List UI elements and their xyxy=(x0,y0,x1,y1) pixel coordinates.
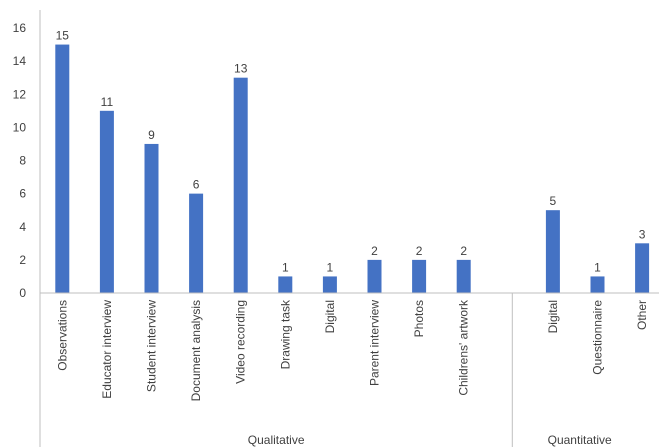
bar xyxy=(322,276,337,293)
category-label: Student interview xyxy=(145,300,159,392)
category-label: Educator interview xyxy=(100,300,114,399)
group-label: Qualitative xyxy=(248,433,305,447)
category-label: Parent interview xyxy=(368,300,382,386)
y-tick-label: 8 xyxy=(19,154,26,168)
category-label: Video recording xyxy=(234,300,248,384)
data-label: 2 xyxy=(460,244,467,258)
data-label: 13 xyxy=(234,62,248,76)
bar xyxy=(55,44,70,293)
y-tick-label: 12 xyxy=(13,87,27,101)
bar xyxy=(144,143,159,293)
category-label: Questionnaire xyxy=(591,300,605,375)
data-label: 9 xyxy=(148,128,155,142)
bar xyxy=(456,259,471,293)
category-label: Observations xyxy=(55,300,69,371)
y-axis: 0 2 4 6 8 10 12 14 16 xyxy=(13,10,41,447)
data-label: 1 xyxy=(282,260,289,274)
y-tick-label: 0 xyxy=(19,286,26,300)
data-label: 11 xyxy=(101,95,114,109)
y-tick-label: 16 xyxy=(13,21,27,35)
group-label: Quantitative xyxy=(548,433,612,447)
data-label: 2 xyxy=(416,244,423,258)
bar xyxy=(189,193,204,293)
bar xyxy=(367,259,382,293)
bars xyxy=(55,44,650,293)
category-label: Other xyxy=(635,300,649,330)
category-label: Photos xyxy=(412,300,426,337)
bar xyxy=(635,243,650,293)
y-tick-label: 6 xyxy=(19,187,26,201)
category-label: Document analysis xyxy=(189,300,203,401)
data-label: 6 xyxy=(193,178,200,192)
bar xyxy=(545,210,560,293)
bar xyxy=(278,276,293,293)
data-label: 1 xyxy=(327,260,334,274)
y-tick-label: 2 xyxy=(19,253,26,267)
bar xyxy=(412,259,427,293)
category-label: Childrens' artwork xyxy=(457,299,471,396)
bar xyxy=(590,276,605,293)
bar xyxy=(233,77,248,293)
x-axis: Observations Educator interview Student in… xyxy=(40,292,659,447)
data-label: 5 xyxy=(550,194,557,208)
data-label: 1 xyxy=(594,260,601,274)
y-tick-label: 4 xyxy=(19,220,26,234)
data-label: 2 xyxy=(371,244,378,258)
category-label: Digital xyxy=(546,300,560,333)
y-tick-label: 10 xyxy=(13,120,27,134)
data-label: 3 xyxy=(639,227,646,241)
data-label: 15 xyxy=(56,29,70,43)
y-tick-label: 14 xyxy=(13,54,27,68)
bar xyxy=(99,110,114,293)
category-label: Drawing task xyxy=(278,299,292,369)
category-label: Digital xyxy=(323,300,337,333)
